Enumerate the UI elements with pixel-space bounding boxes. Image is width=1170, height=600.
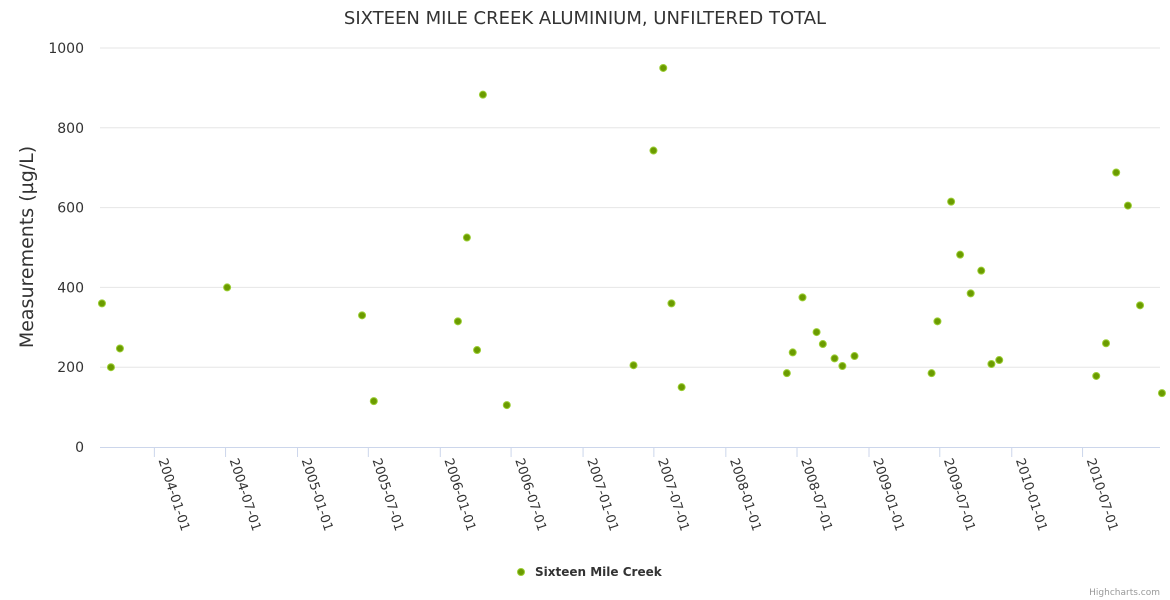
data-point[interactable]: [782, 369, 791, 378]
x-tick-label: 2006-07-01: [511, 457, 549, 533]
data-point[interactable]: [502, 401, 511, 410]
y-tick-label: 0: [75, 440, 84, 456]
y-tick-label: 400: [57, 280, 84, 296]
legend-marker: [517, 568, 525, 576]
y-tick-label: 600: [57, 201, 84, 217]
x-tick-label: 2010-07-01: [1083, 457, 1121, 533]
gridlines: [100, 47, 1160, 368]
legend-item-label[interactable]: Sixteen Mile Creek: [535, 565, 663, 579]
data-point[interactable]: [677, 383, 686, 392]
data-point[interactable]: [966, 289, 975, 298]
credits-link[interactable]: Highcharts.com: [1089, 588, 1160, 598]
data-point[interactable]: [1123, 201, 1132, 210]
data-point[interactable]: [659, 63, 668, 72]
data-point[interactable]: [933, 317, 942, 326]
data-point[interactable]: [1092, 371, 1101, 380]
data-point[interactable]: [649, 146, 658, 155]
data-point[interactable]: [818, 340, 827, 349]
data-point[interactable]: [1136, 301, 1145, 310]
x-tick-label: 2007-07-01: [654, 457, 692, 533]
x-tick-label: 2005-01-01: [298, 457, 336, 533]
data-point[interactable]: [956, 250, 965, 259]
y-tick-label: 200: [57, 360, 84, 376]
data-point[interactable]: [473, 346, 482, 355]
data-point[interactable]: [812, 328, 821, 337]
x-tick-label: 2004-01-01: [155, 457, 193, 533]
y-axis-ticks: 0 200 400 600 800 1000: [48, 41, 84, 456]
data-point[interactable]: [1102, 339, 1111, 348]
x-tick-label: 2004-07-01: [226, 457, 264, 533]
x-tick-label: 2005-07-01: [369, 457, 407, 533]
x-tick-label: 2009-07-01: [940, 457, 978, 533]
data-point[interactable]: [838, 362, 847, 371]
data-point[interactable]: [987, 360, 996, 369]
y-tick-label: 800: [57, 121, 84, 137]
y-tick-label: 1000: [48, 41, 84, 57]
x-tick-label: 2007-01-01: [583, 457, 621, 533]
data-point[interactable]: [977, 266, 986, 275]
y-axis-label: Measurements (µg/L): [16, 146, 38, 348]
data-point[interactable]: [788, 348, 797, 357]
data-point[interactable]: [106, 363, 115, 372]
data-point[interactable]: [1157, 389, 1166, 398]
data-point[interactable]: [995, 356, 1004, 365]
x-tick-label: 2008-01-01: [726, 457, 764, 533]
data-point[interactable]: [830, 354, 839, 363]
data-point[interactable]: [667, 299, 676, 308]
x-tick-label: 2010-01-01: [1012, 457, 1050, 533]
data-point[interactable]: [223, 283, 232, 292]
data-point[interactable]: [115, 344, 124, 353]
data-point[interactable]: [358, 311, 367, 320]
chart-title: SIXTEEN MILE CREEK ALUMINIUM, UNFILTERED…: [344, 8, 826, 29]
data-point[interactable]: [798, 293, 807, 302]
data-point[interactable]: [478, 90, 487, 99]
data-point[interactable]: [453, 317, 462, 326]
legend[interactable]: Sixteen Mile Creek: [517, 565, 663, 579]
x-tick-label: 2009-01-01: [869, 457, 907, 533]
series-points: [97, 63, 1166, 410]
x-tick-label: 2006-01-01: [440, 457, 478, 533]
data-point[interactable]: [850, 352, 859, 361]
data-point[interactable]: [462, 233, 471, 242]
data-point[interactable]: [369, 397, 378, 406]
x-tick-label: 2008-07-01: [797, 457, 835, 533]
data-point[interactable]: [1112, 168, 1121, 177]
data-point[interactable]: [927, 369, 936, 378]
data-point[interactable]: [629, 361, 638, 370]
data-point[interactable]: [947, 197, 956, 206]
data-point[interactable]: [97, 299, 106, 308]
x-axis-ticks: 2004-01-01 2004-07-01 2005-01-01 2005-07-01…: [153, 447, 1121, 533]
